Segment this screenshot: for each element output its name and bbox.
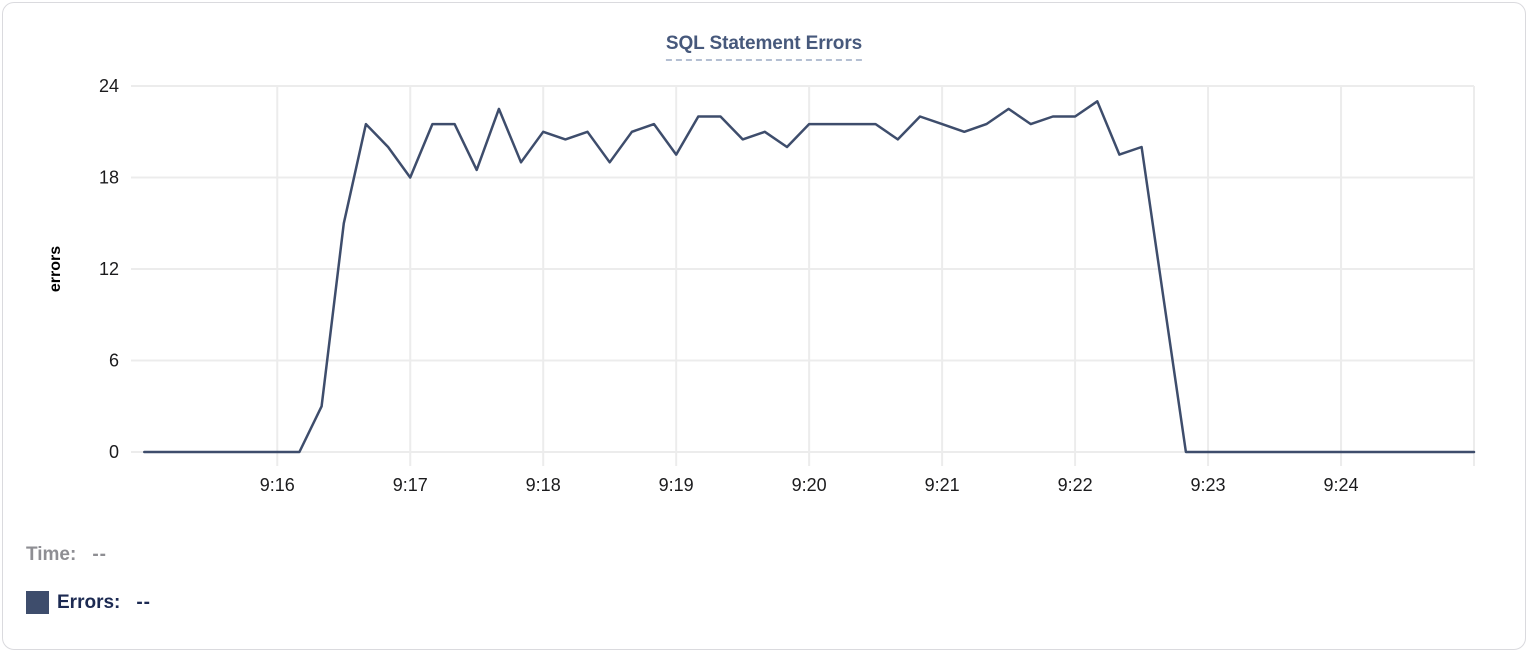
errors-chart-canvas[interactable]: 0 6 12 18 24 9:16 9:17 9:18 9:19 9:20 9:21 9:22 9:23… <box>3 3 1528 518</box>
hover-readout-time: Time: -- <box>26 544 107 566</box>
errors-value: -- <box>136 591 152 613</box>
svg-text:6: 6 <box>109 351 119 371</box>
y-axis-tick-labels: 0 6 12 18 24 <box>99 76 119 462</box>
svg-text:9:19: 9:19 <box>659 475 694 495</box>
time-label: Time: <box>26 544 77 565</box>
time-value: -- <box>92 544 107 565</box>
svg-text:18: 18 <box>99 168 119 188</box>
errors-series-swatch <box>26 591 49 614</box>
svg-text:9:17: 9:17 <box>393 475 428 495</box>
svg-text:9:24: 9:24 <box>1324 475 1359 495</box>
svg-text:24: 24 <box>99 76 119 96</box>
svg-text:12: 12 <box>99 259 119 279</box>
svg-text:9:22: 9:22 <box>1058 475 1093 495</box>
svg-text:0: 0 <box>109 442 119 462</box>
errors-chart[interactable]: 0 6 12 18 24 9:16 9:17 9:18 9:19 9:20 9:21 9:22 9:23… <box>3 3 1528 518</box>
hover-readout-errors: Errors: -- <box>26 591 151 614</box>
y-axis-label: errors <box>47 246 64 292</box>
svg-text:9:20: 9:20 <box>792 475 827 495</box>
gridlines <box>131 85 1475 466</box>
chart-title[interactable]: SQL Statement Errors <box>665 33 862 61</box>
svg-text:9:23: 9:23 <box>1191 475 1226 495</box>
svg-text:9:16: 9:16 <box>260 475 295 495</box>
errors-label: Errors: <box>57 591 121 613</box>
x-axis-tick-labels: 9:16 9:17 9:18 9:19 9:20 9:21 9:22 9:23 9:24 <box>260 475 1359 495</box>
svg-text:9:18: 9:18 <box>526 475 561 495</box>
errors-series-line[interactable] <box>143 100 1476 454</box>
svg-text:9:21: 9:21 <box>925 475 960 495</box>
